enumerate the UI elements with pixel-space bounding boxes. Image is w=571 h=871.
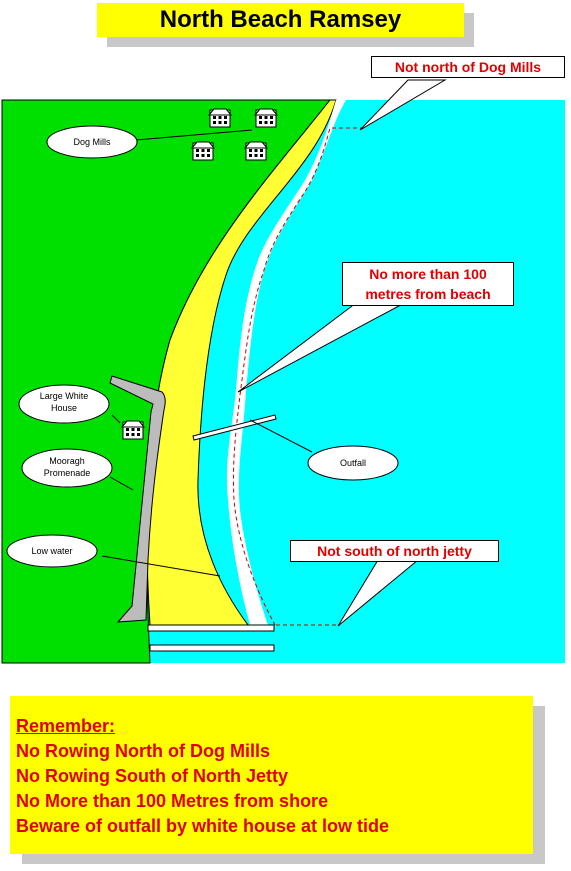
low-water-bubble: Low water [6, 534, 98, 568]
promenade-bubble: Mooragh Promenade [21, 448, 113, 488]
outfall-bubble: Outfall [307, 445, 399, 481]
reminder-line: No Rowing South of North Jetty [16, 766, 288, 786]
reminder-line: Beware of outfall by white house at low … [16, 816, 390, 836]
north-jetty [147, 624, 275, 632]
white-house-label-line2: House [51, 403, 77, 413]
dog-mills-callout-pointer [359, 79, 447, 131]
jetty-limit-callout: Not south of north jetty [290, 540, 499, 562]
house-icon [244, 141, 268, 161]
house-icon [191, 141, 215, 161]
reminder-panel: Remember: No Rowing North of Dog Mills N… [10, 696, 533, 854]
south-jetty [149, 644, 275, 652]
promenade-label-line2: Promenade [44, 468, 91, 478]
dog-mills-bubble: Dog Mills [46, 125, 138, 159]
beach-area [146, 99, 337, 626]
outfall-pipe [192, 414, 277, 441]
reminder-heading: Remember: [16, 716, 116, 736]
promenade-label-line1: Mooragh [49, 456, 85, 466]
dog-mills-label: Dog Mills [73, 137, 111, 147]
white-house-bubble: Large White House [18, 384, 110, 424]
house-icon [121, 420, 145, 440]
low-water-label: Low water [31, 546, 72, 556]
distance-limit-line1: No more than 100 [369, 266, 487, 282]
surf-line [226, 100, 346, 625]
page-title: North Beach Ramsey [97, 3, 464, 37]
white-house-label-line1: Large White [40, 391, 89, 401]
distance-limit-line2: metres from beach [365, 286, 491, 302]
house-icon [254, 108, 278, 128]
reminder-line: No Rowing North of Dog Mills [16, 741, 270, 761]
promenade [109, 375, 166, 623]
distance-limit-callout: No more than 100 metres from beach [342, 262, 514, 306]
reminder-line: No More than 100 Metres from shore [16, 791, 329, 811]
house-icon [208, 108, 232, 128]
outfall-label: Outfall [340, 458, 366, 468]
dog-mills-limit-callout: Not north of Dog Mills [371, 56, 565, 78]
